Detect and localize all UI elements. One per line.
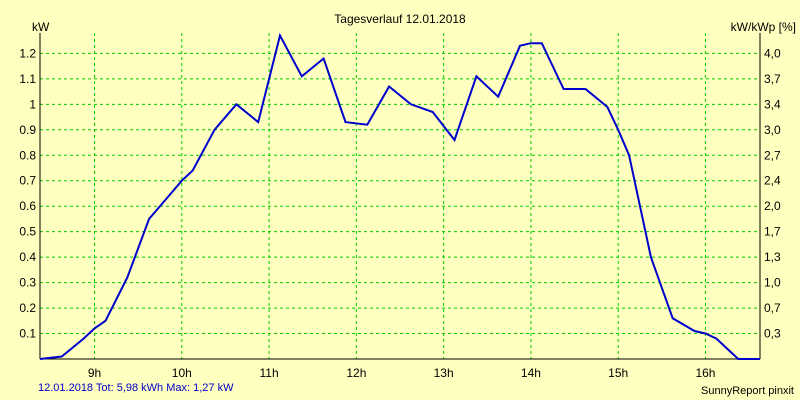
y-tick-left-label: 1.1: [19, 72, 36, 86]
x-tick-label: 14h: [521, 366, 541, 380]
chart-title: Tagesverlauf 12.01.2018: [334, 12, 466, 26]
x-tick-label: 12h: [346, 366, 366, 380]
y-tick-left-label: 0.5: [19, 225, 36, 239]
y-tick-left-label: 0.1: [19, 327, 36, 341]
y-tick-left-label: 1: [29, 97, 36, 111]
y-label-right: kW/kWp [%]: [731, 20, 796, 34]
y-tick-right-label: 2,0: [764, 199, 781, 213]
y-tick-right-label: 4,0: [764, 46, 781, 60]
y-tick-right-label: 3,0: [764, 123, 781, 137]
y-tick-left-label: 0.8: [19, 148, 36, 162]
y-tick-right-label: 1,3: [764, 250, 781, 264]
y-tick-left-label: 0.6: [19, 199, 36, 213]
x-tick-label: 15h: [608, 366, 628, 380]
plot-area: [40, 33, 760, 359]
y-tick-right-label: 3,4: [764, 97, 781, 111]
y-tick-right-label: 0,3: [764, 327, 781, 341]
y-tick-left-label: 0.9: [19, 123, 36, 137]
y-tick-right-label: 2,4: [764, 174, 781, 188]
y-tick-left-label: 0.2: [19, 301, 36, 315]
series-line-kw: [39, 32, 760, 360]
y-label-left: kW: [32, 20, 50, 34]
y-tick-left-label: 0.3: [19, 276, 36, 290]
x-tick-label: 11h: [260, 366, 279, 380]
footer-summary: 12.01.2018 Tot: 5,98 kWh Max: 1,27 kW: [38, 382, 234, 394]
y-tick-right-label: 0,7: [764, 301, 781, 315]
tick-labels: 0.1 0,3 0.2 0,7 0.3 1,0 0.4 1,3 0.5 1,7 0.6 2,0 0.7 2…: [19, 46, 781, 380]
y-tick-left-label: 1.2: [19, 46, 36, 60]
y-tick-left-label: 0.4: [19, 250, 36, 264]
y-tick-right-label: 1,7: [764, 225, 781, 239]
y-tick-right-label: 3,7: [764, 72, 781, 86]
y-tick-left-label: 0.7: [19, 174, 36, 188]
x-tick-label: 10h: [172, 366, 192, 380]
footer-credit: SunnyReport pinxit: [701, 385, 794, 397]
y-tick-right-label: 2,7: [764, 148, 781, 162]
x-tick-label: 13h: [434, 366, 454, 380]
x-tick-label: 9h: [88, 366, 101, 380]
y-tick-right-label: 1,0: [764, 276, 781, 290]
x-tick-label: 16h: [695, 366, 715, 380]
